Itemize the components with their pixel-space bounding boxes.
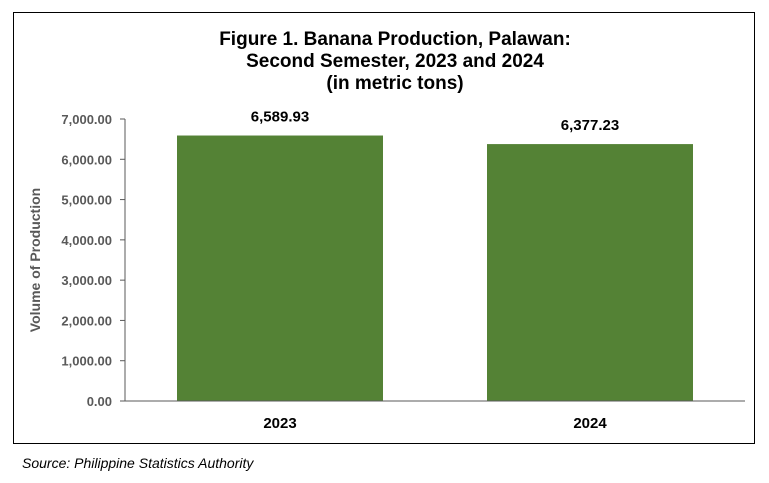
y-tick-label: 5,000.00 bbox=[61, 193, 112, 208]
bar-2023 bbox=[177, 135, 383, 401]
chart-title-line-2: Second Semester, 2023 and 2024 bbox=[246, 51, 544, 72]
chart-title-line-1: Figure 1. Banana Production, Palawan: bbox=[219, 29, 571, 50]
y-axis-ticks: 0.00 1,000.00 2,000.00 3,000.00 4,000.00 5,00… bbox=[61, 112, 125, 409]
y-tick-label: 1,000.00 bbox=[61, 354, 112, 369]
chart-title-line-3: (in metric tons) bbox=[326, 73, 463, 94]
bars bbox=[177, 135, 693, 401]
x-tick-label-2023: 2023 bbox=[263, 415, 296, 432]
y-tick-label: 7,000.00 bbox=[61, 112, 112, 127]
y-tick-label: 4,000.00 bbox=[61, 233, 112, 248]
y-tick-label: 2,000.00 bbox=[61, 313, 112, 328]
x-tick-label-2024: 2024 bbox=[573, 415, 607, 432]
y-tick-label: 0.00 bbox=[87, 394, 112, 409]
data-labels: 6,589.93 6,377.23 bbox=[251, 109, 619, 135]
y-tick-label: 3,000.00 bbox=[61, 273, 112, 288]
y-axis-label: Volume of Production bbox=[27, 188, 43, 332]
axes bbox=[124, 119, 745, 402]
source-note: Source: Philippine Statistics Authority bbox=[22, 455, 254, 471]
y-tick-label: 6,000.00 bbox=[61, 152, 112, 167]
x-axis-ticks: 2023 2024 bbox=[263, 415, 607, 432]
bar-2024 bbox=[487, 144, 693, 401]
data-label-2023: 6,589.93 bbox=[251, 109, 309, 126]
chart-title: Figure 1. Banana Production, Palawan:Sec… bbox=[219, 29, 571, 94]
data-label-2024: 6,377.23 bbox=[561, 117, 619, 134]
